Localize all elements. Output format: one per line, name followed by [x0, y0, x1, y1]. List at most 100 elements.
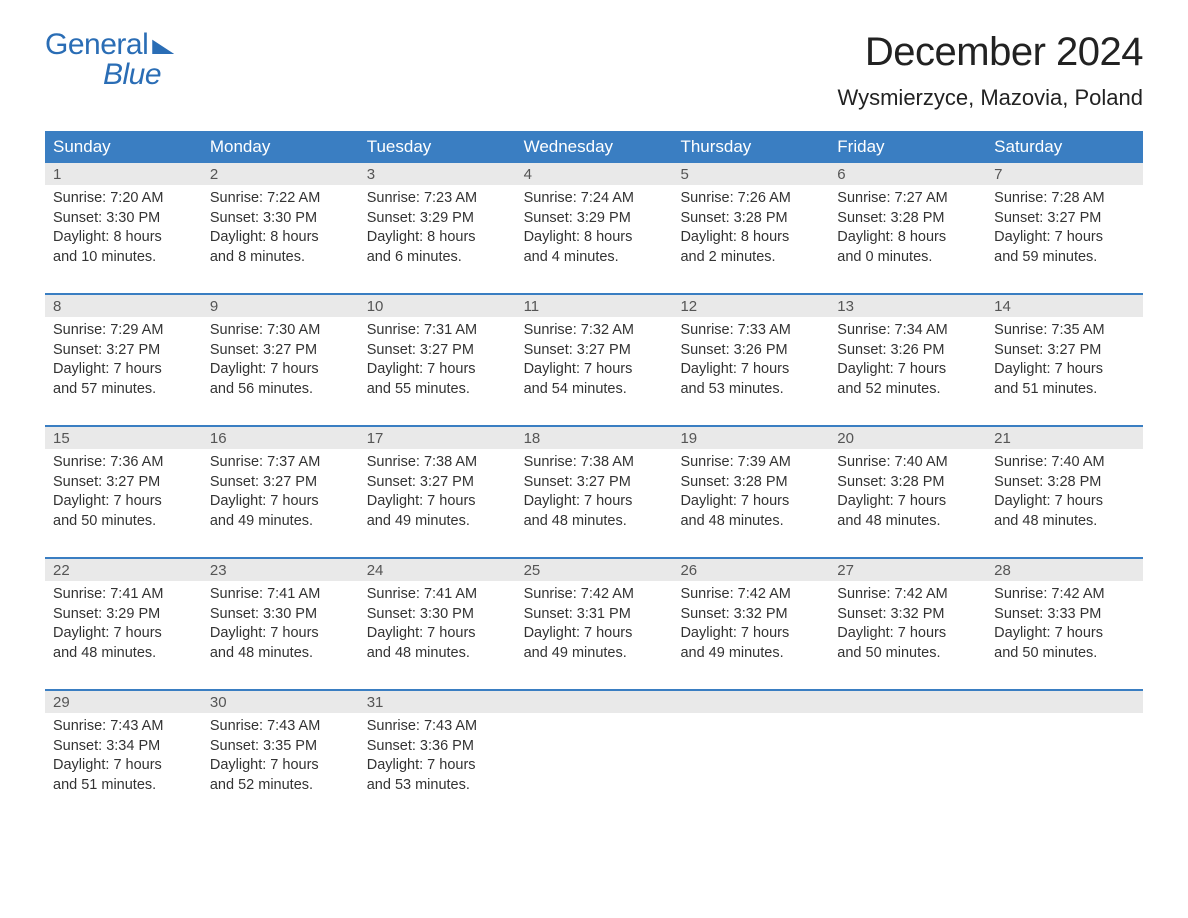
day-sunset-text: Sunset: 3:26 PM [837, 341, 978, 361]
day-dl1-text: Daylight: 7 hours [53, 492, 194, 512]
day-number: 22 [45, 562, 202, 579]
day-sunrise-text: Sunrise: 7:39 AM [680, 453, 821, 473]
day-dl1-text: Daylight: 7 hours [210, 492, 351, 512]
day-dl2-text: and 48 minutes. [367, 644, 508, 664]
day-number: 13 [829, 298, 986, 315]
day-dl2-text: and 48 minutes. [994, 512, 1135, 532]
day-number: 16 [202, 430, 359, 447]
day-sunrise-text: Sunrise: 7:41 AM [210, 585, 351, 605]
day-sunrise-text: Sunrise: 7:22 AM [210, 189, 351, 209]
day-cell [986, 713, 1143, 803]
day-sunset-text: Sunset: 3:27 PM [53, 341, 194, 361]
weekday-header: Sunday [45, 137, 202, 157]
day-cell: Sunrise: 7:40 AMSunset: 3:28 PMDaylight:… [986, 449, 1143, 539]
day-sunset-text: Sunset: 3:34 PM [53, 737, 194, 757]
day-dl1-text: Daylight: 7 hours [837, 624, 978, 644]
day-dl1-text: Daylight: 7 hours [524, 360, 665, 380]
day-dl2-text: and 48 minutes. [680, 512, 821, 532]
day-cell [516, 713, 673, 803]
day-dl2-text: and 59 minutes. [994, 248, 1135, 268]
day-sunrise-text: Sunrise: 7:42 AM [837, 585, 978, 605]
day-sunrise-text: Sunrise: 7:37 AM [210, 453, 351, 473]
day-cell [829, 713, 986, 803]
day-cell: Sunrise: 7:42 AMSunset: 3:32 PMDaylight:… [672, 581, 829, 671]
day-dl2-text: and 6 minutes. [367, 248, 508, 268]
day-content-row: Sunrise: 7:36 AMSunset: 3:27 PMDaylight:… [45, 449, 1143, 557]
day-sunrise-text: Sunrise: 7:42 AM [994, 585, 1135, 605]
day-number: 26 [672, 562, 829, 579]
day-dl1-text: Daylight: 7 hours [680, 492, 821, 512]
day-dl2-text: and 51 minutes. [994, 380, 1135, 400]
day-content-row: Sunrise: 7:43 AMSunset: 3:34 PMDaylight:… [45, 713, 1143, 821]
day-dl1-text: Daylight: 7 hours [210, 360, 351, 380]
day-dl2-text: and 50 minutes. [837, 644, 978, 664]
day-dl2-text: and 48 minutes. [210, 644, 351, 664]
day-sunset-text: Sunset: 3:27 PM [994, 341, 1135, 361]
day-dl2-text: and 50 minutes. [994, 644, 1135, 664]
day-dl2-text: and 52 minutes. [837, 380, 978, 400]
day-sunrise-text: Sunrise: 7:43 AM [367, 717, 508, 737]
day-content-row: Sunrise: 7:20 AM Sunset: 3:30 PM Daylight:… [45, 185, 1143, 293]
day-sunset-text: Sunset: 3:32 PM [680, 605, 821, 625]
day-sunset-text: Sunset: 3:27 PM [367, 473, 508, 493]
day-sunset-text: Sunset: 3:28 PM [680, 473, 821, 493]
day-sunrise-text: Sunrise: 7:42 AM [680, 585, 821, 605]
day-dl2-text: and 48 minutes. [53, 644, 194, 664]
day-cell: Sunrise: 7:42 AMSunset: 3:31 PMDaylight:… [516, 581, 673, 671]
weekday-header: Saturday [986, 137, 1143, 157]
day-sunset-text: Sunset: 3:30 PM [210, 209, 351, 229]
day-cell: Sunrise: 7:34 AMSunset: 3:26 PMDaylight:… [829, 317, 986, 407]
day-sunset-text: Sunset: 3:27 PM [53, 473, 194, 493]
weekday-header: Wednesday [516, 137, 673, 157]
day-number: 11 [516, 298, 673, 315]
day-sunset-text: Sunset: 3:35 PM [210, 737, 351, 757]
day-dl2-text: and 49 minutes. [210, 512, 351, 532]
day-sunrise-text: Sunrise: 7:29 AM [53, 321, 194, 341]
day-cell: Sunrise: 7:42 AMSunset: 3:33 PMDaylight:… [986, 581, 1143, 671]
weekday-header: Tuesday [359, 137, 516, 157]
day-dl2-text: and 55 minutes. [367, 380, 508, 400]
day-dl2-text: and 8 minutes. [210, 248, 351, 268]
day-cell: Sunrise: 7:41 AMSunset: 3:29 PMDaylight:… [45, 581, 202, 671]
day-sunrise-text: Sunrise: 7:24 AM [524, 189, 665, 209]
day-dl1-text: Daylight: 8 hours [53, 228, 194, 248]
day-dl2-text: and 48 minutes. [524, 512, 665, 532]
day-dl1-text: Daylight: 7 hours [53, 756, 194, 776]
day-dl1-text: Daylight: 8 hours [524, 228, 665, 248]
day-number-row: 22232425262728 [45, 559, 1143, 581]
location-subtitle: Wysmierzyce, Mazovia, Poland [838, 85, 1143, 111]
day-sunset-text: Sunset: 3:28 PM [837, 209, 978, 229]
week-row: 1234567 Sunrise: 7:20 AM Sunset: 3:30 PM Da… [45, 163, 1143, 293]
day-sunset-text: Sunset: 3:27 PM [524, 341, 665, 361]
day-dl2-text: and 52 minutes. [210, 776, 351, 796]
day-number-row: 1234567 [45, 163, 1143, 185]
day-number: 19 [672, 430, 829, 447]
weeks-container: 1234567 Sunrise: 7:20 AM Sunset: 3:30 PM Da… [45, 163, 1143, 821]
day-content-row: Sunrise: 7:29 AMSunset: 3:27 PMDaylight:… [45, 317, 1143, 425]
day-cell: Sunrise: 7:27 AMSunset: 3:28 PMDaylight:… [829, 185, 986, 275]
day-dl1-text: Daylight: 7 hours [680, 624, 821, 644]
day-sunrise-text: Sunrise: 7:40 AM [994, 453, 1135, 473]
day-number: 5 [672, 166, 829, 183]
day-cell: Sunrise: 7:36 AMSunset: 3:27 PMDaylight:… [45, 449, 202, 539]
day-dl2-text: and 48 minutes. [837, 512, 978, 532]
day-number: 15 [45, 430, 202, 447]
day-cell: Sunrise: 7:33 AMSunset: 3:26 PMDaylight:… [672, 317, 829, 407]
day-sunrise-text: Sunrise: 7:27 AM [837, 189, 978, 209]
day-sunrise-text: Sunrise: 7:43 AM [53, 717, 194, 737]
day-cell: Sunrise: 7:37 AMSunset: 3:27 PMDaylight:… [202, 449, 359, 539]
day-sunrise-text: Sunrise: 7:43 AM [210, 717, 351, 737]
brand-flag-icon [152, 36, 174, 54]
day-dl2-text: and 50 minutes. [53, 512, 194, 532]
day-sunset-text: Sunset: 3:28 PM [994, 473, 1135, 493]
day-dl2-text: and 56 minutes. [210, 380, 351, 400]
day-number: 30 [202, 694, 359, 711]
day-dl1-text: Daylight: 7 hours [524, 492, 665, 512]
day-sunrise-text: Sunrise: 7:20 AM [53, 189, 194, 209]
day-sunrise-text: Sunrise: 7:31 AM [367, 321, 508, 341]
day-cell: Sunrise: 7:43 AMSunset: 3:35 PMDaylight:… [202, 713, 359, 803]
brand-word2: Blue [45, 60, 174, 90]
day-dl1-text: Daylight: 7 hours [994, 492, 1135, 512]
day-number-row: 15161718192021 [45, 427, 1143, 449]
day-number: 31 [359, 694, 516, 711]
